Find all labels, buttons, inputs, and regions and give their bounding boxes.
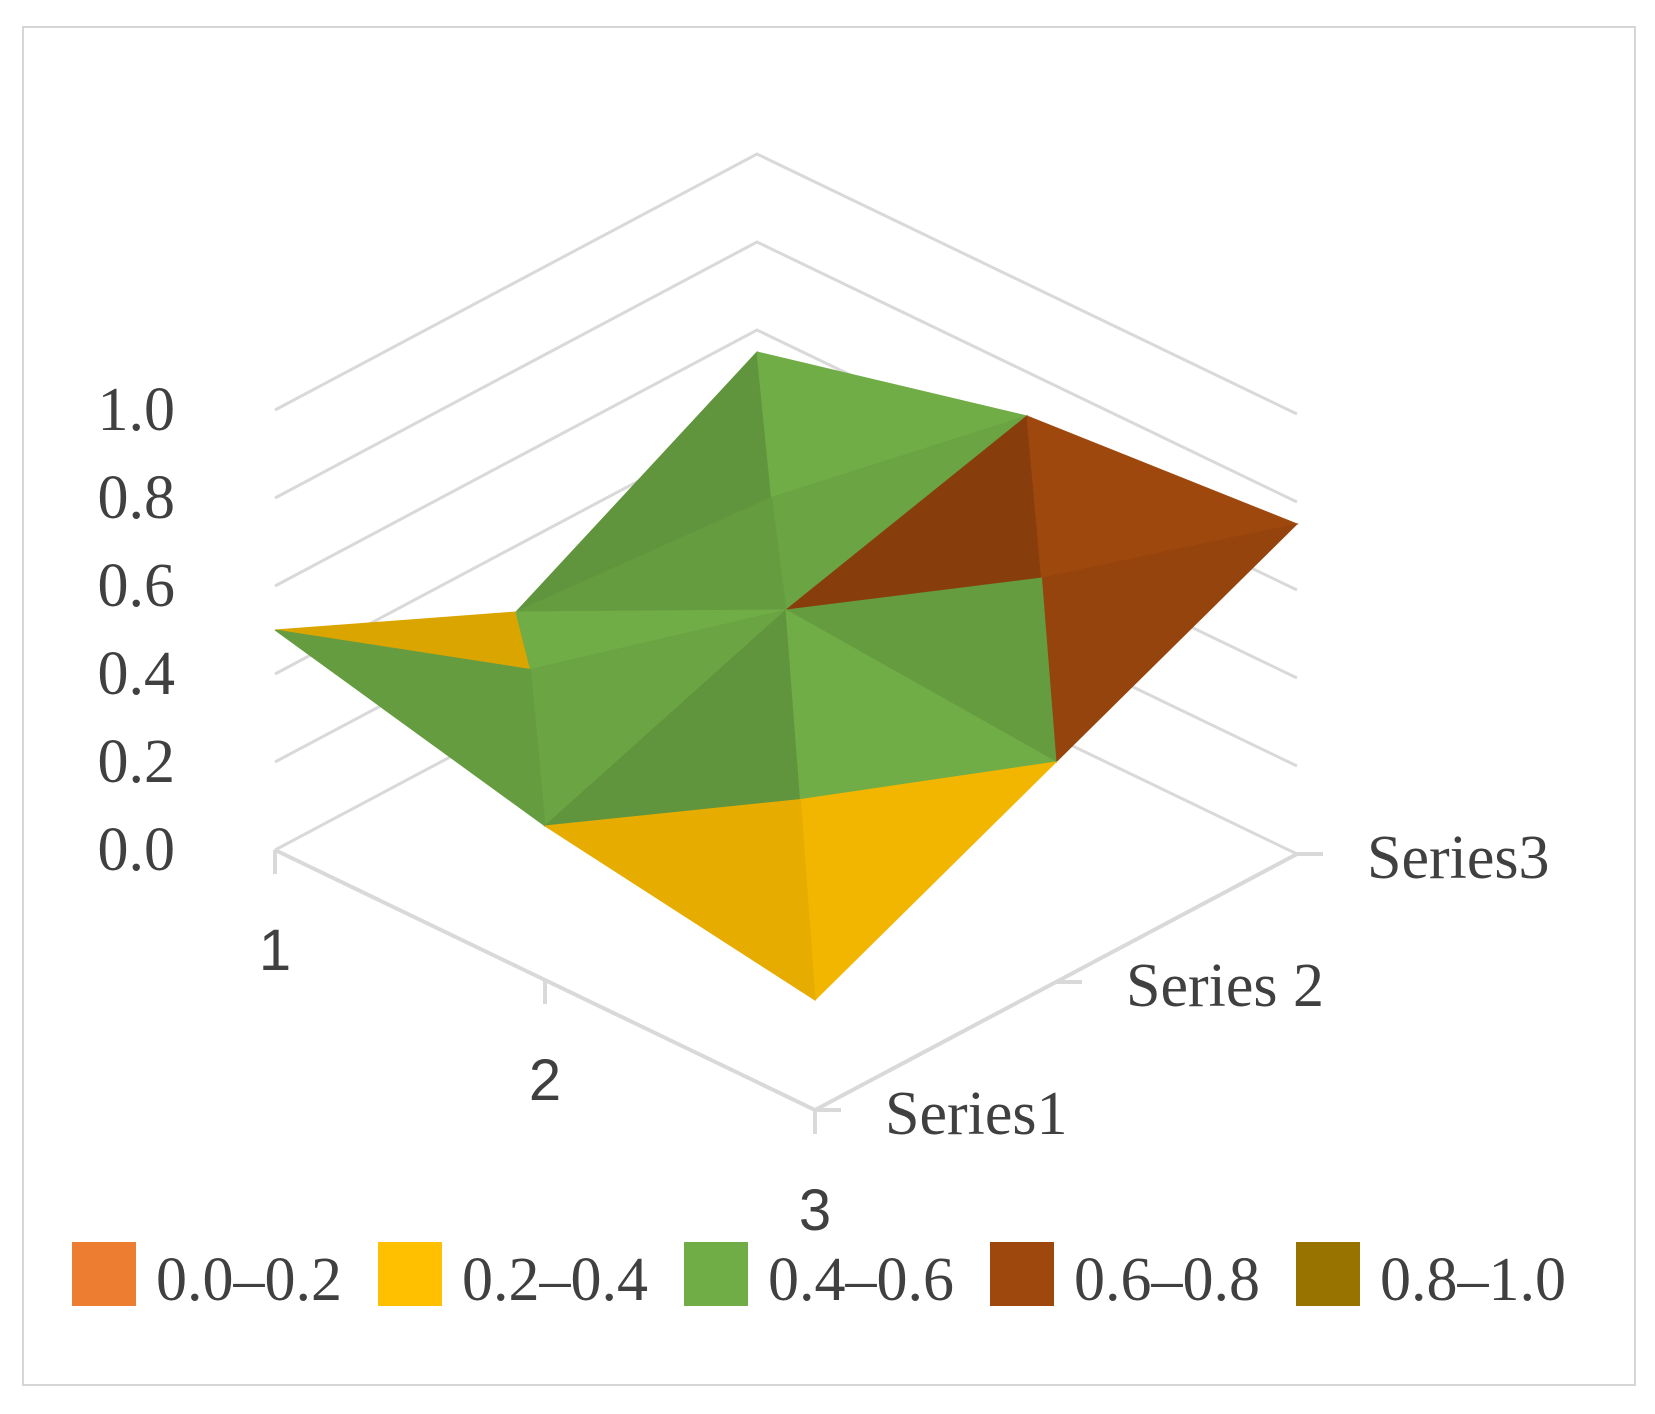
surface-facet-1-0-3 (543, 798, 816, 1001)
gridline-1.0 (274, 152, 1298, 416)
surface-facet-0-0-3 (274, 629, 546, 828)
legend-swatch-3 (990, 1242, 1054, 1306)
legend-swatch-1 (378, 1242, 442, 1306)
series-label-0: Series1 (885, 1080, 1068, 1148)
legend-swatch-0 (72, 1242, 136, 1306)
category-label-3: 3 (799, 1178, 831, 1243)
z-tick-label-0.4: 0.4 (98, 640, 176, 708)
z-tick-label-0.8: 0.8 (98, 464, 176, 532)
z-tick-label-0.0: 0.0 (98, 816, 176, 884)
category-label-2: 2 (529, 1048, 561, 1113)
surface (274, 350, 1299, 1002)
legend-label-1: 0.2–0.4 (462, 1246, 648, 1314)
axes (273, 848, 1323, 1134)
chart-frame (22, 26, 1636, 1386)
legend-swatch-2 (684, 1242, 748, 1306)
axis-labels: 0.0 0.2 0.4 0.6 0.8 1.0 1 2 3 Series1 Series 2 Seri… (98, 376, 1550, 1243)
legend-swatch-4 (1296, 1242, 1360, 1306)
legend-label-4: 0.8–1.0 (1380, 1246, 1566, 1314)
surface-facet-1-0-2 (799, 761, 1058, 1002)
series-label-1: Series 2 (1126, 952, 1324, 1020)
gridline-0.8 (274, 240, 1298, 504)
z-tick-label-0.6: 0.6 (98, 552, 176, 620)
legend-label-3: 0.6–0.8 (1074, 1246, 1260, 1314)
z-tick-label-0.2: 0.2 (98, 728, 176, 796)
category-label-1: 1 (259, 918, 291, 983)
legend-label-2: 0.4–0.6 (768, 1246, 954, 1314)
series-label-2: Series3 (1367, 824, 1550, 892)
z-tick-label-1.0: 1.0 (98, 376, 176, 444)
legend-label-0: 0.0–0.2 (156, 1246, 342, 1314)
legend: 0.0–0.2 0.2–0.4 0.4–0.6 0.6–0.8 0.8–1.0 (72, 1242, 1566, 1314)
